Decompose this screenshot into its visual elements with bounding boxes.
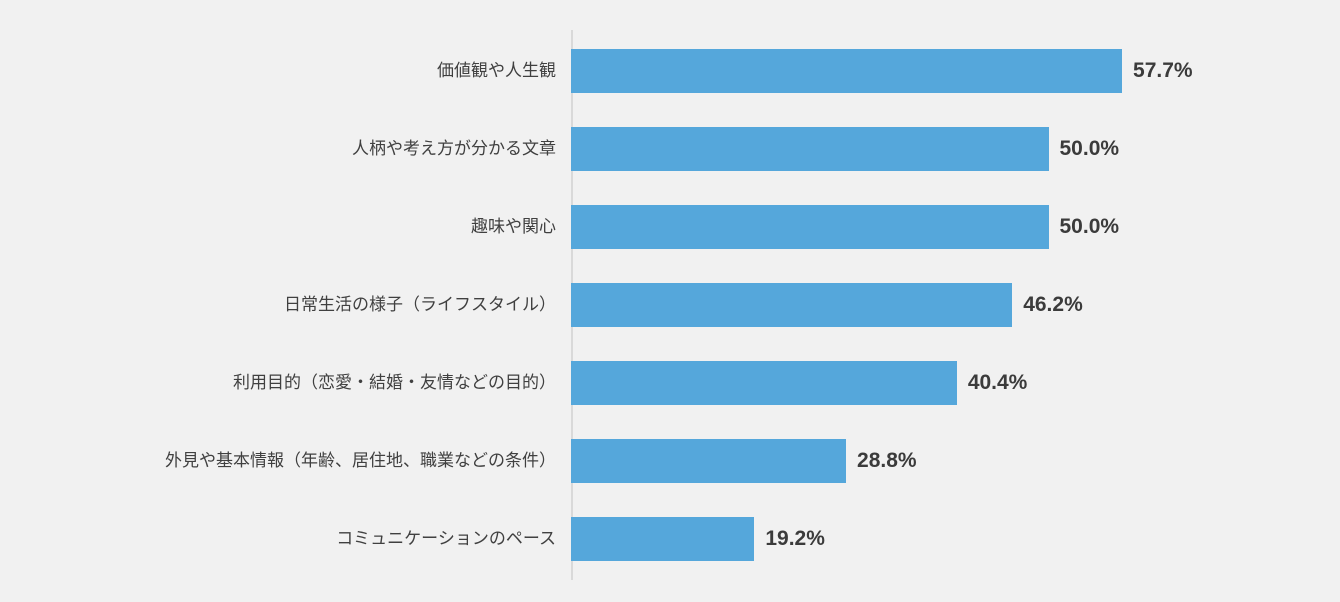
chart-row: 日常生活の様子（ライフスタイル） 46.2% [0,266,1340,344]
chart-row: 趣味や関心 50.0% [0,188,1340,266]
bar [571,283,1013,327]
chart-row: 価値観や人生観 57.7% [0,32,1340,110]
category-label: 趣味や関心 [471,217,556,237]
chart-row: 利用目的（恋愛・結婚・友情などの目的） 40.4% [0,344,1340,422]
chart-row: 人柄や考え方が分かる文章 50.0% [0,110,1340,188]
bar-track: 50.0% [571,127,1340,171]
bar-track: 57.7% [571,49,1340,93]
value-label: 28.8% [857,449,917,472]
bar-track: 40.4% [571,361,1340,405]
value-label: 50.0% [1059,215,1120,238]
bar-track: 28.8% [571,439,1340,483]
value-label: 46.2% [1023,293,1083,316]
value-label: 40.4% [967,371,1028,394]
chart-rows: 価値観や人生観 57.7% 人柄や考え方が分かる文章 50.0% 趣味や関心 5… [0,32,1340,578]
category-label: 日常生活の様子（ライフスタイル） [284,295,556,315]
value-label: 57.7% [1133,59,1193,82]
category-label: コミュニケーションのペース [336,529,556,549]
category-label: 価値観や人生観 [437,61,556,81]
bar [571,439,847,483]
bar [571,127,1049,171]
bar [571,205,1049,249]
bar [571,361,957,405]
bar-track: 46.2% [571,283,1340,327]
value-label: 50.0% [1059,137,1120,160]
bar [571,49,1123,93]
category-label: 人柄や考え方が分かる文章 [352,139,556,159]
value-label: 19.2% [765,527,825,550]
bar [571,517,755,561]
chart-row: 外見や基本情報（年齢、居住地、職業などの条件） 28.8% [0,422,1340,500]
category-label: 外見や基本情報（年齢、居住地、職業などの条件） [165,451,556,471]
chart-row: コミュニケーションのペース 19.2% [0,500,1340,578]
bar-track: 50.0% [571,205,1340,249]
category-label: 利用目的（恋愛・結婚・友情などの目的） [233,373,556,393]
bar-track: 19.2% [571,517,1340,561]
